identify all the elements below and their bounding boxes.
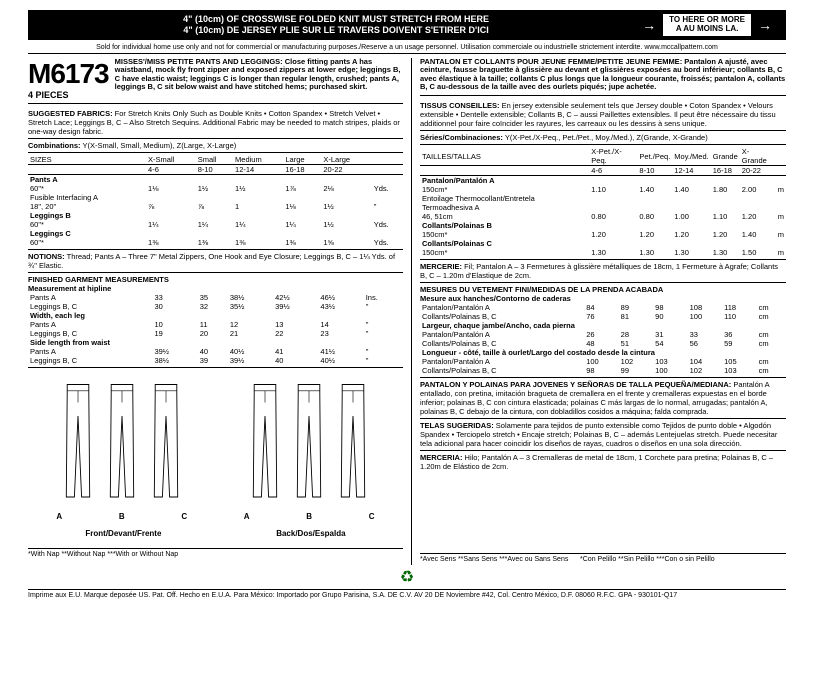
illus-label: C [354,512,390,521]
illus-label: A [229,512,265,521]
front-caption: Front/Devant/Frente [85,529,161,538]
bottom-legal: Imprime aux E.U. Marque deposée US. Pat.… [28,589,786,599]
description-fr: PANTALON ET COLLANTS POUR JEUNE FEMME/PE… [420,58,786,97]
nap-note-en: *With Nap **Without Nap ***With or Witho… [28,548,403,560]
illus-label: A [41,512,77,521]
illus-label: C [166,512,202,521]
pattern-number: M6173 [28,58,109,90]
stretch-guide-bar: 4" (10cm) OF CROSSWISE FOLDED KNIT MUST … [28,10,786,40]
nap-note-fr-es: *Avec Sens **Sans Sens ***Avec ou Sans S… [420,553,786,565]
combo-fr: Séries/Combinaciones: Y(X-Pet./X-Peq., P… [420,131,786,145]
stretch-line2: 4" (10cm) DE JERSEY PLIE SUR LE TRAVERS … [36,25,636,36]
pant-illustration [104,378,140,508]
fgm-en: FINISHED GARMENT MEASUREMENTS Measuremen… [28,273,403,368]
pieces-count: 4 PIECES [28,90,109,100]
fabrics-en: SUGGESTED FABRICS: For Stretch Knits Onl… [28,107,403,139]
pant-illustration [60,378,96,508]
notions-en: NOTIONS: Thread; Pants A – Three 7" Meta… [28,250,403,273]
stretch-line1: 4" (10cm) OF CROSSWISE FOLDED KNIT MUST … [36,14,636,25]
pant-illustration [291,378,327,508]
arrow-icon: → [758,17,772,33]
notions-es: MERCERIA: Hilo; Pantalón A – 3 Cremaller… [420,451,786,473]
description-en: MISSES'/MISS PETITE PANTS AND LEGGINGS: … [115,58,403,93]
legal-line: Sold for individual home use only and no… [28,42,786,54]
side-copyright: Copyright © 2010, The McCall Pattern Co.… [4,0,11,10]
back-caption: Back/Dos/Espalda [276,529,345,538]
illustrations [28,368,403,512]
recycle-icon: ♻ [28,565,786,589]
sizes-yardage-en: SIZESX-SmallSmallMediumLargeX-Large4-68-… [28,153,403,250]
stretch-to2: A AU MOINS LA. [669,25,745,34]
sizes-yardage-fr: TAILLES/TALLASX-Pet./X-Peq.Pet./Peq.Moy.… [420,145,786,260]
notions-fr: MERCERIE: Fil; Pantalon A – 3 Fermetures… [420,260,786,283]
illus-label: B [104,512,140,521]
fabrics-fr: TISSUS CONSEILLES: En jersey extensible … [420,99,786,131]
description-es: PANTALON Y POLAINAS PARA JOVENES Y SEÑOR… [420,378,786,419]
fabrics-es: TELAS SUGERIDAS: Solamente para tejidos … [420,419,786,451]
illus-label: B [291,512,327,521]
pant-illustration [247,378,283,508]
fgm-fr: MESURES DU VETEMENT FINI/MEDIDAS DE LA P… [420,283,786,378]
arrow-icon: → [642,17,656,33]
combo-en: Combinations: Y(X-Small, Small, Medium),… [28,139,403,153]
pant-illustration [335,378,371,508]
pant-illustration [148,378,184,508]
